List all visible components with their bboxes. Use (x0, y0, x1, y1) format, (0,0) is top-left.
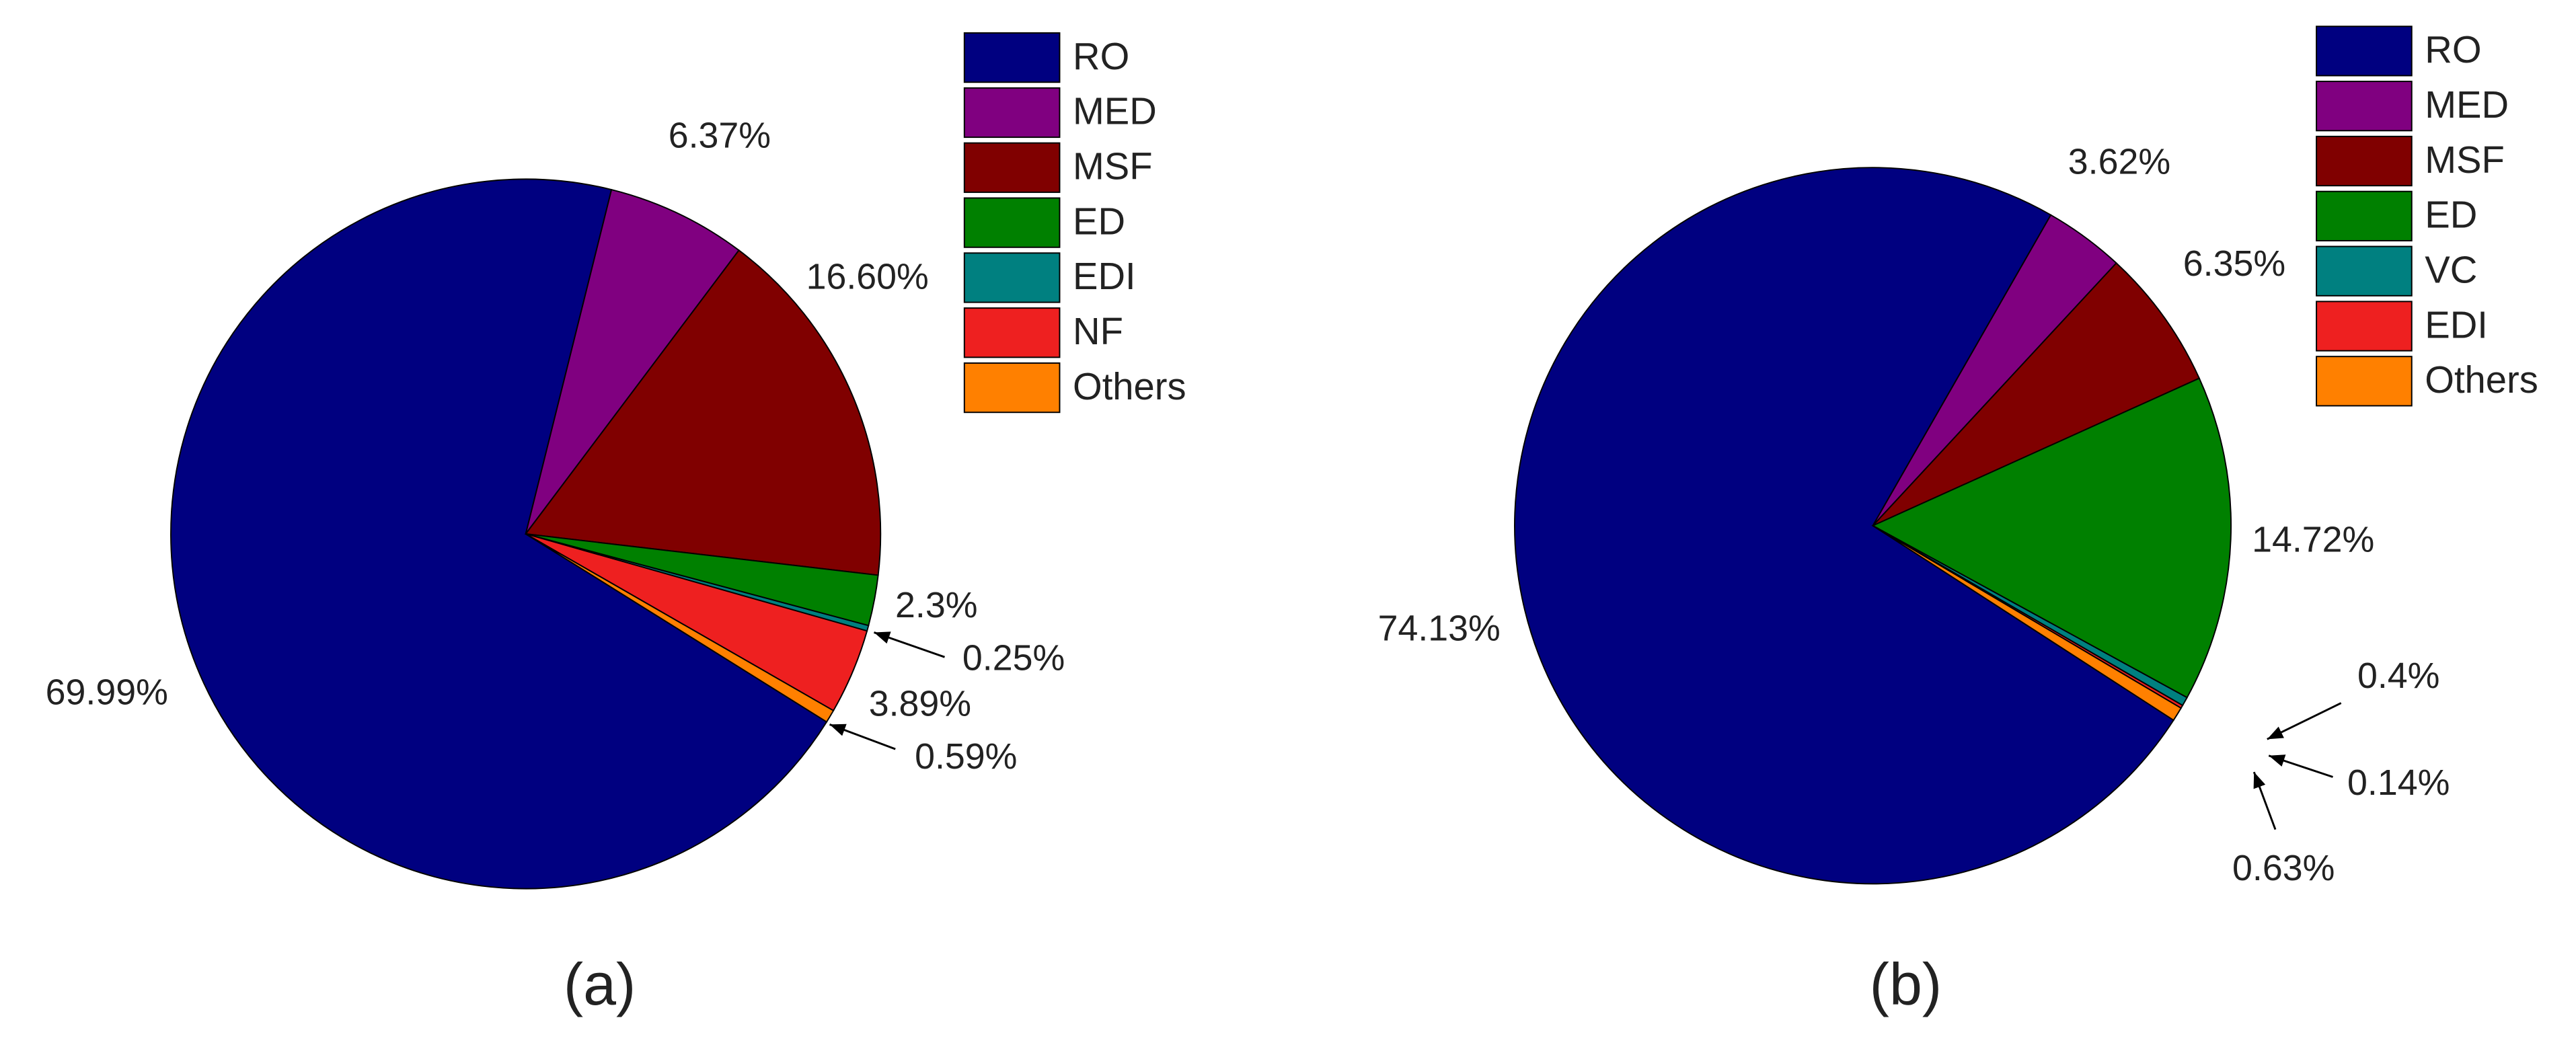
pie-slice (1514, 167, 2175, 885)
slice-label: 0.59% (915, 736, 1017, 777)
slice-label: 16.60% (806, 257, 929, 297)
pie-slice (1871, 377, 2232, 699)
legend-label: Others (1073, 365, 1186, 407)
legend-label: MED (1073, 90, 1157, 132)
slice-label: 6.35% (2183, 243, 2285, 284)
legend-swatch (963, 197, 1061, 248)
label-arrow (2267, 702, 2342, 740)
slice-label: 3.62% (2068, 142, 2170, 182)
legend-swatch (963, 87, 1061, 139)
legend-label: MSF (1073, 145, 1153, 188)
legend-swatch (2316, 81, 2413, 132)
slice-label: 3.89% (869, 684, 971, 724)
legend-label: ED (1073, 200, 1125, 242)
legend-swatch (963, 362, 1061, 414)
legend-swatch (2316, 135, 2413, 187)
label-arrow (2252, 771, 2277, 830)
slice-label: 0.4% (2357, 656, 2439, 696)
slice-label: 6.37% (669, 116, 771, 156)
legend-label: ED (2425, 194, 2477, 236)
pie-slice (525, 533, 835, 723)
chart-caption: (a) (564, 951, 636, 1017)
legend-swatch (2316, 356, 2413, 407)
slice-label: 0.25% (962, 637, 1065, 678)
legend-label: EDI (1073, 255, 1136, 297)
legend-swatch (2316, 190, 2413, 241)
legend-label: MSF (2425, 139, 2505, 181)
label-arrow (829, 723, 896, 750)
slice-label: 0.63% (2232, 848, 2335, 888)
legend-swatch (2316, 245, 2413, 297)
pie-slice (1872, 524, 2183, 722)
legend-swatch (2316, 301, 2413, 352)
legend-label: MED (2425, 83, 2509, 126)
legend-label: VC (2425, 248, 2477, 290)
pie-slice (170, 178, 828, 890)
pie-slice (525, 188, 740, 535)
slice-label: 69.99% (46, 672, 168, 713)
legend-label: Others (2425, 358, 2538, 401)
slice-label: 74.13% (1378, 608, 1501, 648)
pie-slice (1872, 262, 2201, 526)
slice-label: 2.3% (895, 585, 977, 625)
legend-swatch (963, 252, 1061, 303)
legend-label: EDI (2425, 303, 2488, 346)
label-arrow (2268, 754, 2333, 778)
legend-label: RO (2425, 28, 2481, 71)
legend-swatch (963, 32, 1061, 83)
pie-slice (524, 249, 882, 576)
legend-swatch (963, 142, 1061, 193)
label-arrow (873, 631, 945, 658)
slice-label: 14.72% (2252, 519, 2374, 559)
chart-caption: (b) (1870, 951, 1942, 1017)
slice-label: 0.14% (2347, 763, 2450, 803)
legend-label: NF (1073, 310, 1123, 352)
legend-label: RO (1073, 35, 1129, 77)
legend-swatch (963, 307, 1061, 358)
legend-swatch (2316, 26, 2413, 77)
